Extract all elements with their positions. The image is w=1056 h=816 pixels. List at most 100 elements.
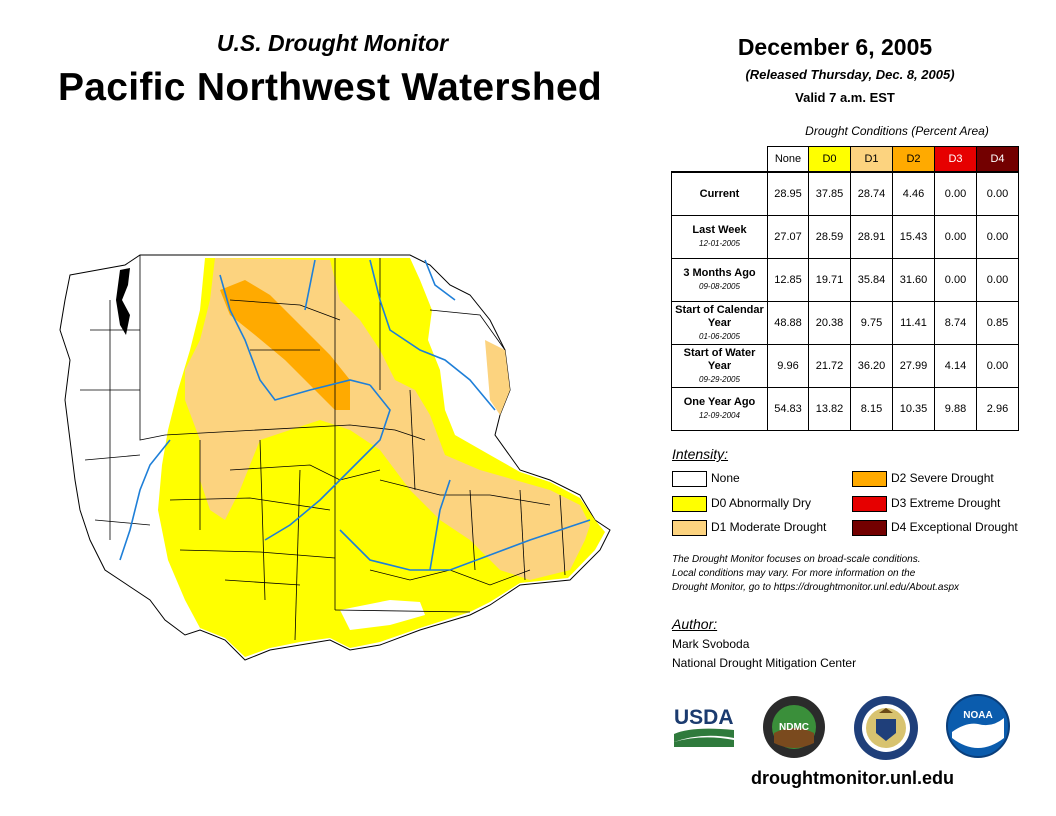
table-cell: 27.99 (892, 344, 935, 388)
row-label: Last Week 12-01-2005 (671, 215, 768, 259)
usda-logo: USDA (674, 706, 734, 747)
table-cell: 35.84 (850, 258, 893, 302)
table-row: Current 28.95 37.85 28.74 4.46 0.00 0.00 (671, 171, 1019, 216)
table-cell: 28.74 (850, 171, 893, 216)
author-heading: Author: (672, 616, 718, 632)
table-row: 3 Months Ago 09-08-2005 12.85 19.71 35.84 31.… (671, 258, 1019, 302)
region-d2 (220, 280, 350, 410)
table-cell: 9.96 (767, 344, 809, 388)
drought-map (59, 254, 611, 661)
note-line: The Drought Monitor focuses on broad-sca… (672, 554, 921, 565)
col-header-none: None (767, 146, 809, 173)
table-row: One Year Ago 12-09-2004 54.83 13.82 8.15 10.3… (671, 387, 1019, 431)
legend-item-d2: D2 Severe Drought (852, 470, 994, 487)
legend-label: D0 Abnormally Dry (711, 496, 812, 510)
map-date: December 6, 2005 (737, 34, 933, 60)
table-cell: 0.00 (976, 171, 1019, 216)
table-cell: 0.00 (934, 258, 977, 302)
table-row: Last Week 12-01-2005 27.07 28.59 28.91 15.43 0… (671, 215, 1019, 259)
row-date: 12-09-2004 (699, 411, 740, 420)
row-label: 3 Months Ago 09-08-2005 (671, 258, 768, 302)
legend-swatch (672, 519, 707, 536)
col-header-d0: D0 (808, 146, 851, 173)
legend-item-d1: D1 Moderate Drought (672, 519, 826, 536)
row-label: Start of Water Year 09-29-2005 (671, 344, 768, 388)
row-label-text: Last Week (692, 224, 747, 236)
legend-item-d3: D3 Extreme Drought (852, 495, 1000, 512)
region-none-south (340, 600, 425, 630)
table-cell: 0.00 (934, 215, 977, 259)
table-cell: 31.60 (892, 258, 935, 302)
col-header-d1: D1 (850, 146, 893, 173)
noaa-logo: NOAA (946, 694, 1010, 758)
valid-time: Valid 7 a.m. EST (795, 90, 895, 105)
rivers (119, 259, 591, 571)
table-cell: 9.75 (850, 301, 893, 345)
commerce-seal-logo (854, 696, 918, 760)
legend-label: D4 Exceptional Drought (891, 520, 1018, 534)
table-cell: 27.07 (767, 215, 809, 259)
row-date: 09-08-2005 (699, 282, 740, 291)
author-organization: National Drought Mitigation Center (672, 656, 857, 670)
table-cell: 36.20 (850, 344, 893, 388)
table-cell: 20.38 (808, 301, 851, 345)
table-row: Start of Calendar Year 01-06-2005 48.88 20.… (671, 301, 1019, 345)
table-cell: 9.88 (934, 387, 977, 431)
table-cell: 13.82 (808, 387, 851, 431)
table-cell: 0.00 (976, 258, 1019, 302)
col-header-d2: D2 (892, 146, 935, 173)
table-cell: 12.85 (767, 258, 809, 302)
note-line[interactable]: Drought Monitor, go to https://droughtmo… (672, 582, 960, 593)
legend-swatch (672, 470, 707, 487)
ndmc-logo: NDMC (763, 696, 825, 758)
table-cell: 8.74 (934, 301, 977, 345)
table-cell: 11.41 (892, 301, 935, 345)
conditions-caption: Drought Conditions (Percent Area) (805, 124, 989, 138)
author-name: Mark Svoboda (672, 637, 750, 651)
row-label: Current (671, 171, 768, 216)
disclaimer-note: The Drought Monitor focuses on broad-sca… (672, 553, 1042, 595)
legend-item-d0: D0 Abnormally Dry (672, 495, 811, 512)
table-cell: 28.95 (767, 171, 809, 216)
region-d1-east (485, 340, 510, 415)
legend-swatch (852, 519, 887, 536)
legend-label: None (711, 471, 740, 485)
row-label: One Year Ago 12-09-2004 (671, 387, 768, 431)
table-cell: 21.72 (808, 344, 851, 388)
row-label-text: 3 Months Ago (683, 267, 756, 279)
table-corner (672, 147, 768, 173)
table-cell: 37.85 (808, 171, 851, 216)
col-header-d3: D3 (934, 146, 977, 173)
legend-item-none: None (672, 470, 740, 487)
table-cell: 48.88 (767, 301, 809, 345)
legend-swatch (672, 495, 707, 512)
map-title: Pacific Northwest Watershed (57, 66, 603, 109)
row-label: Start of Calendar Year 01-06-2005 (671, 301, 768, 345)
release-date: (Released Thursday, Dec. 8, 2005) (745, 67, 955, 82)
legend-title: Intensity: (672, 446, 729, 462)
table-cell: 28.59 (808, 215, 851, 259)
row-label-text: Current (699, 187, 740, 200)
row-date: 01-06-2005 (699, 331, 740, 341)
row-date: 09-29-2005 (699, 374, 740, 384)
legend-swatch (852, 495, 887, 512)
row-label-text: One Year Ago (683, 396, 756, 408)
puget-sound (116, 268, 130, 335)
ndmc-logo-text: NDMC (779, 722, 809, 733)
table-cell: 0.00 (976, 215, 1019, 259)
note-line: Local conditions may vary. For more info… (672, 568, 916, 579)
table-cell: 54.83 (767, 387, 809, 431)
table-row: Start of Water Year 09-29-2005 9.96 21.72 36… (671, 344, 1019, 388)
website-link[interactable]: droughtmonitor.unl.edu (751, 768, 954, 788)
table-cell: 4.14 (934, 344, 977, 388)
table-cell: 28.91 (850, 215, 893, 259)
legend-label: D1 Moderate Drought (711, 520, 827, 534)
table-cell: 19.71 (808, 258, 851, 302)
legend-label: D3 Extreme Drought (891, 496, 1001, 510)
table-cell: 4.46 (892, 171, 935, 216)
table-cell: 8.15 (850, 387, 893, 431)
table-cell: 0.00 (934, 171, 977, 216)
table-cell: 15.43 (892, 215, 935, 259)
col-header-d4: D4 (976, 146, 1019, 173)
drought-conditions-table: None D0 D1 D2 D3 D4 Current 28.95 37.85 28.… (671, 146, 1019, 431)
